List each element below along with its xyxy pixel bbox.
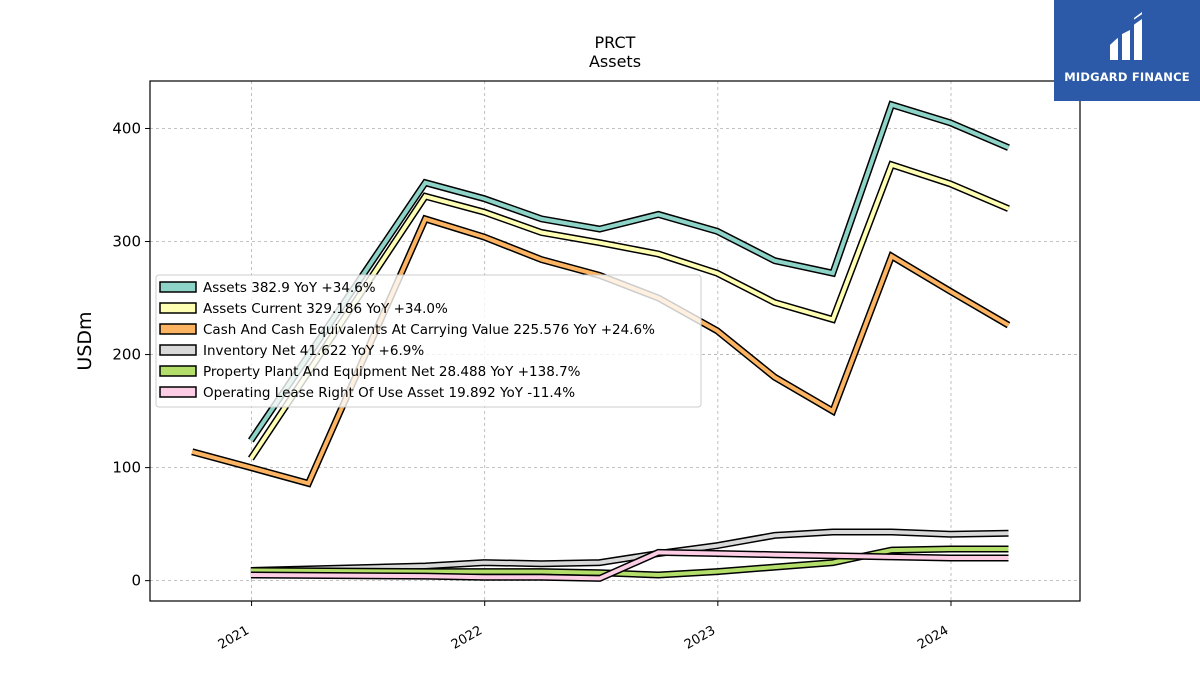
x-tick-label: 2022 bbox=[449, 623, 485, 653]
y-axis-label: USDm bbox=[74, 311, 96, 370]
series-line bbox=[249, 102, 1010, 442]
series-6 bbox=[250, 548, 1009, 582]
legend-swatch bbox=[159, 386, 197, 398]
legend-entry: Inventory Net 41.622 YoY +6.9% bbox=[203, 343, 424, 359]
plot-frame bbox=[149, 80, 1081, 602]
legend-swatch bbox=[159, 281, 197, 293]
logo-text: MIDGARD FINANCE bbox=[1064, 70, 1190, 84]
series-1 bbox=[248, 100, 1010, 443]
series-2 bbox=[247, 160, 1010, 461]
logo-icon bbox=[1106, 12, 1148, 60]
legend: Assets 382.9 YoY +34.6% Assets Current 32… bbox=[155, 274, 702, 408]
legend-entry: Assets 382.9 YoY +34.6% bbox=[203, 280, 376, 296]
y-axis: 0 100 200 300 400 bbox=[112, 119, 150, 590]
series-5 bbox=[250, 545, 1009, 579]
legend-swatch bbox=[159, 323, 197, 335]
legend-entry: Assets Current 329.186 YoY +34.0% bbox=[203, 301, 448, 317]
x-tick-label: 2021 bbox=[216, 623, 252, 653]
chart-subtitle: Assets bbox=[589, 52, 641, 71]
legend-entry: Operating Lease Right Of Use Asset 19.89… bbox=[203, 385, 575, 401]
y-tick-label: 300 bbox=[112, 233, 141, 251]
x-tick-label: 2023 bbox=[682, 623, 718, 653]
legend-entry: Property Plant And Equipment Net 28.488 … bbox=[203, 364, 581, 380]
brand-logo: MIDGARD FINANCE bbox=[1054, 0, 1200, 101]
y-tick-label: 200 bbox=[112, 346, 141, 364]
legend-swatch bbox=[159, 365, 197, 377]
legend-box bbox=[155, 274, 702, 408]
legend-swatch bbox=[159, 344, 197, 356]
grid bbox=[150, 81, 1080, 601]
legend-entry: Cash And Cash Equivalents At Carrying Va… bbox=[203, 322, 655, 338]
x-axis: 2021 2022 2023 2024 bbox=[216, 601, 952, 653]
series-line bbox=[249, 162, 1010, 460]
x-tick-label: 2024 bbox=[915, 623, 951, 653]
y-tick-label: 0 bbox=[131, 572, 141, 590]
series-line bbox=[250, 550, 1009, 581]
legend-swatch bbox=[159, 302, 197, 314]
y-tick-label: 100 bbox=[112, 459, 141, 477]
chart-title: PRCT bbox=[595, 33, 636, 52]
series-line bbox=[250, 547, 1009, 578]
y-tick-label: 400 bbox=[112, 119, 141, 137]
